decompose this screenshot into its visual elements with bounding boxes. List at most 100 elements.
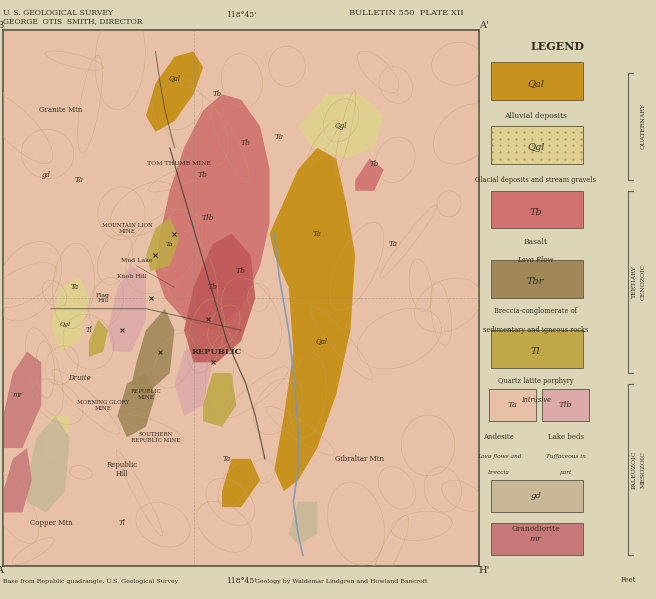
Text: Ta: Ta [166,242,173,247]
Text: Glacial deposits and stream gravels: Glacial deposits and stream gravels [475,176,596,184]
Text: mr: mr [529,536,542,543]
Text: Republic
Hill: Republic Hill [106,461,138,478]
Text: Lava flows and: Lava flows and [477,453,521,459]
Text: breccia: breccia [488,470,510,475]
Text: MESOZOIC: MESOZOIC [640,451,646,488]
Text: gd: gd [530,492,541,500]
Text: Breccia-conglomerate of: Breccia-conglomerate of [494,307,577,316]
Polygon shape [108,266,146,352]
Polygon shape [41,416,70,464]
Polygon shape [132,308,174,395]
Polygon shape [289,502,318,544]
Text: Ta: Ta [389,240,398,249]
Polygon shape [174,341,213,416]
Text: Base from Republic quadrangle, U.S. Geological Survey: Base from Republic quadrangle, U.S. Geol… [3,579,178,584]
Bar [543,389,589,421]
Text: REPUBLIC: REPUBLIC [192,347,243,356]
Text: Granodiorite: Granodiorite [512,525,560,533]
Polygon shape [327,255,356,303]
Text: sedimentary and igneous rocks: sedimentary and igneous rocks [483,326,588,334]
Text: Ta: Ta [507,401,518,409]
Polygon shape [3,352,41,448]
Polygon shape [146,217,179,271]
Text: Ta: Ta [275,133,283,141]
Text: Andesite: Andesite [483,434,514,441]
Text: Tbr: Tbr [527,277,544,286]
Text: part: part [560,470,572,475]
Polygon shape [117,373,155,437]
Text: MOUNTAIN LION
MINE: MOUNTAIN LION MINE [102,223,152,234]
Text: Tuffaceous in: Tuffaceous in [546,453,586,459]
Bar [491,62,583,99]
Bar [489,389,536,421]
Text: Basalt: Basalt [523,238,548,246]
Text: Druite: Druite [68,374,91,382]
Bar [491,190,583,228]
Text: Alluvial deposits: Alluvial deposits [504,112,567,120]
Text: Tlb: Tlb [201,214,214,222]
Polygon shape [146,52,203,132]
Text: Granite Mtn: Granite Mtn [39,107,82,114]
Text: Qgl: Qgl [60,322,71,327]
Text: mr: mr [12,391,22,398]
Text: Tb: Tb [213,90,222,98]
Text: H': H' [479,566,490,575]
Text: Ta: Ta [70,283,79,291]
Text: Qal: Qal [169,74,180,82]
Text: SOUTHERN
REPUBLIC MINE: SOUTHERN REPUBLIC MINE [131,432,180,443]
Text: U. S. GEOLOGICAL SURVEY: U. S. GEOLOGICAL SURVEY [3,9,113,17]
Text: Tb: Tb [236,267,246,275]
Text: gd: gd [41,171,51,179]
Text: Intrusive: Intrusive [521,396,550,404]
Text: Tb: Tb [529,208,542,217]
Text: 118°45': 118°45' [226,577,256,585]
Polygon shape [3,448,32,513]
Polygon shape [27,416,70,513]
Text: A: A [0,566,3,575]
Text: 45°
40': 45° 40' [486,289,499,307]
Text: Lava Flow: Lava Flow [518,256,554,265]
Text: Gibraltar Mtn: Gibraltar Mtn [335,455,384,463]
Polygon shape [298,94,384,159]
Bar [491,261,583,298]
Text: TOM THUMB MINE: TOM THUMB MINE [147,162,211,167]
Text: Tb: Tb [207,283,218,291]
Text: TERTIARY: TERTIARY [632,265,637,298]
Text: A': A' [479,21,489,30]
Text: Tlb: Tlb [559,401,573,409]
Polygon shape [270,148,356,491]
Polygon shape [51,277,89,352]
Text: Tb: Tb [241,138,251,147]
Text: CENOZOIC: CENOZOIC [640,264,646,300]
Text: GEORGE  OTIS  SMITH, DIRECTOR: GEORGE OTIS SMITH, DIRECTOR [3,17,143,25]
Text: B: B [0,21,3,30]
Text: Qal: Qal [527,79,544,88]
Text: Lake beds: Lake beds [548,434,584,441]
Polygon shape [184,234,255,362]
Text: QUATERNARY: QUATERNARY [640,104,646,149]
Text: BULLETIN 550  PLATE XII: BULLETIN 550 PLATE XII [350,9,464,17]
Text: Tb: Tb [370,160,379,168]
Text: Tb: Tb [198,171,208,179]
Bar [491,480,583,513]
Text: Copper Mtn: Copper Mtn [30,519,72,527]
Bar [491,330,583,368]
Polygon shape [203,373,236,426]
Text: 118°45': 118°45' [226,11,256,19]
Polygon shape [89,319,108,357]
Text: Tl: Tl [531,347,541,356]
Text: Quartz latite porphyry: Quartz latite porphyry [498,377,573,385]
Text: Tl: Tl [85,326,92,334]
Polygon shape [356,159,384,190]
Text: Qgl: Qgl [335,122,347,131]
Bar [491,523,583,555]
Text: Ta: Ta [222,455,231,463]
Text: Knob Hill: Knob Hill [117,274,146,279]
Text: Mud Lake: Mud Lake [121,258,152,263]
Text: REPUBLIC
MINE: REPUBLIC MINE [131,389,161,400]
Text: Qgl: Qgl [527,143,544,152]
Text: Feet: Feet [621,576,636,584]
Text: Flag
Hill: Flag Hill [96,292,110,304]
Text: PALEOZOIC: PALEOZOIC [632,450,637,489]
Text: Ta: Ta [75,176,84,184]
